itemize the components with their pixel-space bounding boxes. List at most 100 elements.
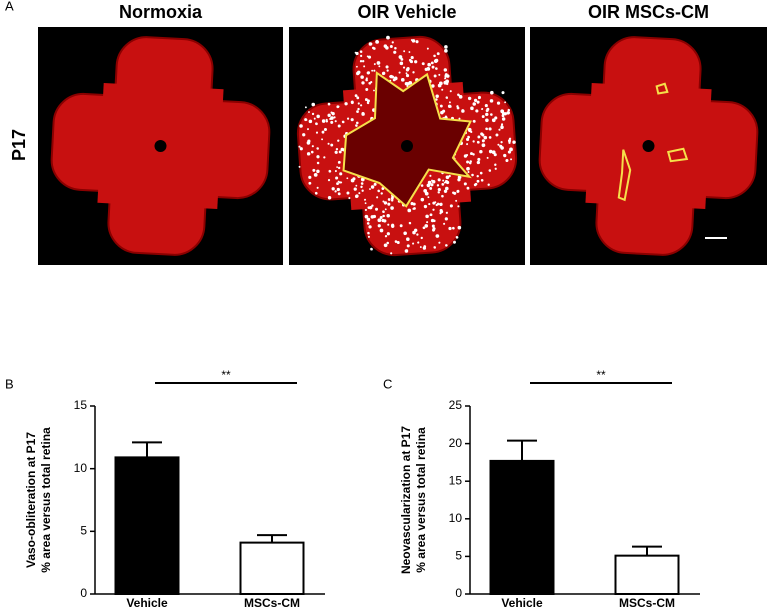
speckle xyxy=(411,39,416,43)
speckle xyxy=(390,252,393,255)
speckle xyxy=(311,112,315,116)
speckle xyxy=(427,196,430,199)
speckle xyxy=(446,82,449,86)
speckle xyxy=(338,181,342,184)
speckle xyxy=(402,66,406,69)
speckle xyxy=(446,180,450,185)
speckle xyxy=(429,213,433,217)
speckle xyxy=(359,59,363,63)
speckle xyxy=(494,167,497,170)
speckle xyxy=(312,168,316,172)
speckle xyxy=(315,122,318,126)
speckle xyxy=(434,58,439,63)
speckle xyxy=(466,143,469,146)
speckle xyxy=(331,187,335,191)
speckle xyxy=(475,109,479,113)
speckle xyxy=(308,181,312,185)
speckle xyxy=(339,172,343,176)
speckle xyxy=(333,116,336,119)
speckle xyxy=(359,50,363,54)
speckle xyxy=(390,196,394,200)
speckle xyxy=(453,240,456,244)
speckle xyxy=(390,199,394,202)
nv-outline xyxy=(617,149,632,202)
speckle xyxy=(476,140,480,144)
speckle xyxy=(370,185,375,189)
speckle xyxy=(375,39,379,44)
y-tick-label: 25 xyxy=(449,398,463,412)
speckle xyxy=(377,218,382,223)
speckle xyxy=(361,59,365,63)
panel-label: C xyxy=(383,376,392,391)
speckle xyxy=(346,191,350,195)
speckle xyxy=(476,174,479,178)
speckle xyxy=(408,51,411,53)
optic-nerve xyxy=(642,140,655,152)
speckle xyxy=(316,114,320,119)
x-tick-label: MSCs-CM xyxy=(244,596,300,610)
speckle xyxy=(435,234,440,238)
speckle xyxy=(469,160,472,163)
speckle xyxy=(344,102,348,106)
speckle xyxy=(316,161,320,165)
speckle xyxy=(381,71,386,76)
speckle xyxy=(336,166,339,169)
speckle xyxy=(430,218,435,223)
speckle xyxy=(334,150,338,154)
speckle xyxy=(376,196,379,199)
speckle xyxy=(372,214,377,219)
speckle xyxy=(441,194,444,198)
speckle xyxy=(481,133,485,137)
speckle xyxy=(337,139,340,142)
speckle xyxy=(510,158,513,161)
speckle xyxy=(377,189,380,193)
speckle xyxy=(393,50,397,54)
speckle xyxy=(444,74,448,78)
panel-title: Normoxia xyxy=(119,2,203,22)
speckle xyxy=(477,157,481,161)
speckle xyxy=(477,135,481,139)
speckle xyxy=(432,208,435,211)
speckle xyxy=(335,176,339,180)
speckle xyxy=(369,42,373,46)
speckle xyxy=(444,217,448,221)
speckle xyxy=(381,218,385,223)
speckle xyxy=(431,84,435,88)
speckle xyxy=(425,214,429,219)
speckle xyxy=(467,135,470,139)
speckle xyxy=(361,81,365,85)
speckle xyxy=(358,192,361,195)
speckle xyxy=(481,115,485,119)
speckle xyxy=(426,183,431,188)
speckle xyxy=(431,224,435,228)
x-tick-label: Vehicle xyxy=(501,596,543,610)
speckle xyxy=(379,216,383,219)
speckle xyxy=(457,205,460,208)
speckle xyxy=(315,131,319,134)
speckle xyxy=(368,225,372,229)
speckle xyxy=(382,210,385,214)
speckle xyxy=(476,100,480,104)
speckle xyxy=(373,89,375,92)
speckle xyxy=(306,128,310,131)
speckle xyxy=(338,150,342,154)
speckle xyxy=(415,40,419,44)
speckle xyxy=(394,240,398,243)
speckle xyxy=(449,105,452,108)
speckle xyxy=(352,177,356,181)
speckle xyxy=(448,174,451,178)
speckle xyxy=(429,174,432,177)
speckle xyxy=(366,71,371,75)
speckle xyxy=(432,228,436,232)
speckle xyxy=(455,235,459,239)
panel-title: OIR Vehicle xyxy=(357,2,456,22)
speckle xyxy=(507,108,511,112)
speckle xyxy=(505,159,509,163)
speckle xyxy=(457,93,460,96)
speckle xyxy=(431,65,435,69)
speckle xyxy=(426,66,431,71)
speckle xyxy=(308,175,312,179)
speckle xyxy=(457,178,461,182)
speckle xyxy=(470,152,473,156)
speckle xyxy=(485,112,489,117)
